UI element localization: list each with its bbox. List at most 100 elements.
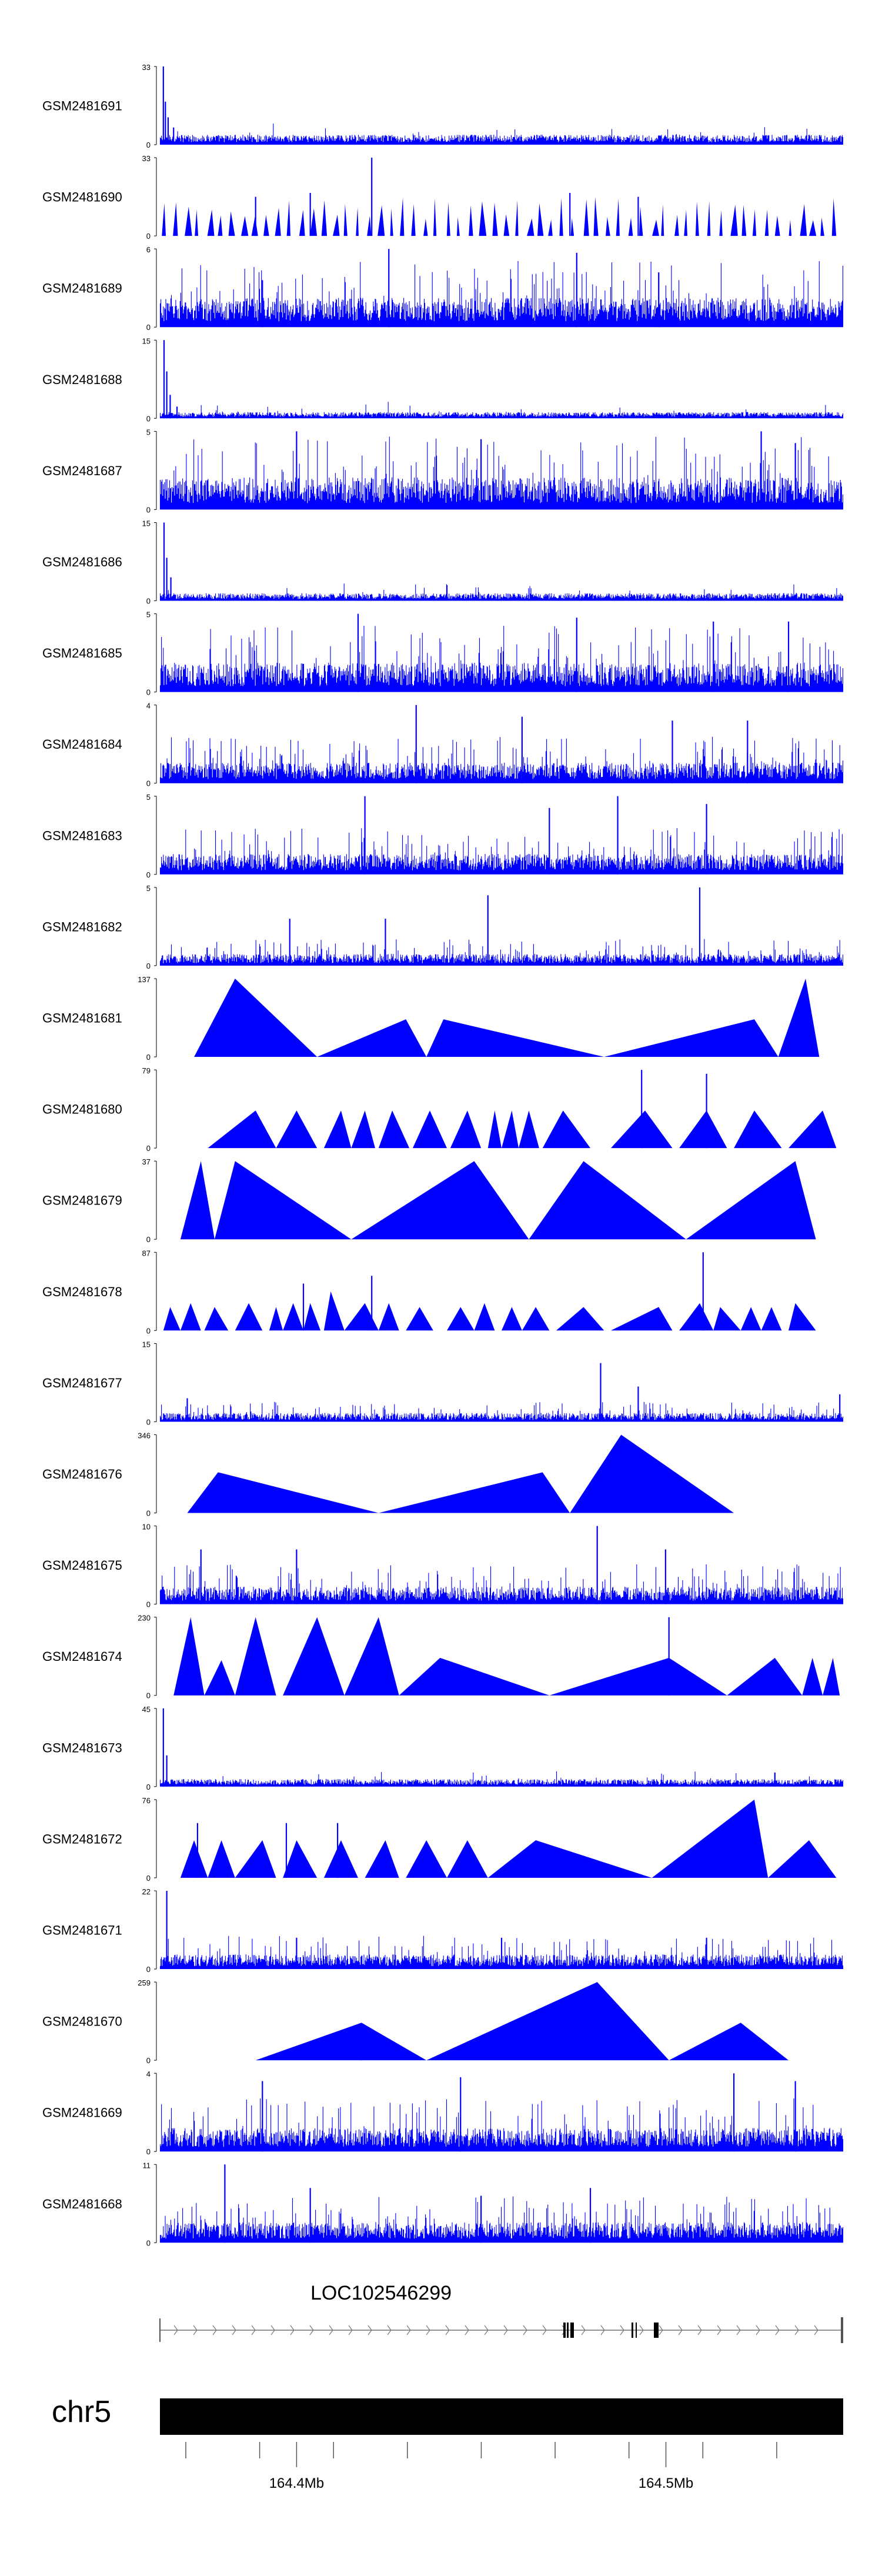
track: GSM2481677 15 0	[42, 1340, 844, 1426]
track-label: GSM2481672	[42, 1831, 122, 1846]
track-label: GSM2481685	[42, 646, 122, 660]
coverage-peak	[367, 215, 372, 236]
strand-arrow	[775, 2325, 780, 2335]
coverage-peak	[185, 206, 192, 236]
coverage-bars	[159, 2196, 844, 2243]
track: GSM2481685 5 0	[42, 610, 844, 697]
coverage-peak	[163, 1307, 181, 1331]
y-max-label: 230	[138, 1614, 151, 1623]
track-label: GSM2481670	[42, 2014, 122, 2029]
coverage-peak	[450, 1110, 482, 1149]
gene-track: LOC102546299	[159, 2282, 843, 2343]
coverage-peak	[789, 1110, 837, 1149]
coverage-peak	[542, 1110, 591, 1149]
coverage-peak	[218, 215, 223, 236]
track: GSM2481690 33 0	[42, 154, 837, 241]
y-max-label: 4	[146, 2070, 151, 2078]
strand-arrow	[620, 2325, 624, 2335]
track: GSM2481684 4 0	[42, 702, 844, 788]
track: GSM2481678 87 0	[42, 1249, 816, 1335]
y-min-label: 0	[146, 2056, 151, 2065]
coverage-bars	[159, 583, 844, 601]
coverage-bars	[159, 261, 844, 328]
y-min-label: 0	[146, 1691, 151, 1700]
coverage-peak	[204, 1307, 229, 1331]
coverage-peak	[492, 202, 498, 236]
coverage-peak	[502, 1110, 519, 1149]
track-label: GSM2481675	[42, 1558, 122, 1573]
y-max-label: 15	[142, 336, 151, 345]
track-label: GSM2481674	[42, 1649, 122, 1664]
coverage-peak	[823, 1657, 840, 1696]
strand-arrow	[639, 2325, 644, 2335]
y-min-label: 0	[146, 1965, 151, 1974]
coverage-peak	[365, 1840, 399, 1878]
y-max-label: 79	[142, 1066, 151, 1075]
strand-arrow	[794, 2325, 799, 2335]
coverage-tracks: GSM2481691330GSM2481690330GSM248168960GS…	[42, 63, 844, 2247]
coverage-peak	[713, 1307, 741, 1331]
coverage-peak	[527, 218, 534, 236]
track-label: GSM2481691	[42, 99, 122, 114]
coverage-peak	[323, 1840, 358, 1878]
track-label: GSM2481669	[42, 2105, 122, 2120]
strand-arrow	[678, 2325, 683, 2335]
track: GSM2481683 5 0	[42, 793, 844, 879]
track: GSM2481681 137 0	[42, 975, 820, 1062]
gene-end	[841, 2317, 843, 2343]
strand-arrow	[348, 2325, 353, 2335]
y-min-label: 0	[146, 1783, 151, 1791]
exon	[573, 2323, 574, 2338]
coverage-peak	[180, 1840, 208, 1878]
coverage-peak	[537, 203, 544, 236]
coverage-peak	[831, 198, 837, 236]
strand-arrow	[503, 2325, 508, 2335]
strand-arrow	[445, 2325, 450, 2335]
coverage-bars	[159, 736, 844, 783]
coverage-peak	[214, 1161, 352, 1240]
coverage-peak	[522, 1307, 550, 1331]
coverage-peak	[474, 1303, 495, 1331]
coverage-peak	[286, 200, 290, 236]
track-label: GSM2481684	[42, 737, 122, 752]
coverage-peak	[669, 2023, 789, 2061]
track: GSM2481691 33 0	[42, 63, 844, 149]
coverage-peak	[515, 200, 519, 236]
coverage-peak	[740, 1307, 761, 1331]
strand-arrow	[290, 2325, 295, 2335]
coverage-peak	[269, 1307, 283, 1331]
coverage-peak	[764, 209, 769, 236]
coverage-peak	[583, 199, 589, 236]
strand-arrow	[212, 2325, 217, 2335]
track: GSM2481682 5 0	[42, 884, 844, 970]
exon	[654, 2323, 659, 2338]
axis-tick-label: 164.4Mb	[269, 2475, 324, 2491]
y-max-label: 137	[138, 975, 151, 984]
coverage-peak	[679, 1303, 714, 1331]
coverage-peak	[761, 1307, 782, 1331]
y-min-label: 0	[146, 1235, 151, 1244]
coverage-peak	[235, 1303, 263, 1331]
coverage-peak	[639, 206, 643, 236]
track: GSM2481679 37 0	[42, 1157, 816, 1244]
axis-tick-label: 164.5Mb	[639, 2475, 693, 2491]
exon	[563, 2323, 566, 2338]
track: GSM2481672 76 0	[42, 1796, 837, 1883]
coverage-peak	[808, 220, 817, 236]
coverage-peak	[323, 1291, 345, 1331]
track-label: GSM2481689	[42, 281, 122, 296]
coverage-peak	[303, 1303, 321, 1331]
coverage-peak	[378, 1303, 399, 1331]
y-max-label: 37	[142, 1157, 151, 1166]
coverage-peak	[194, 979, 318, 1057]
track-label: GSM2481673	[42, 1740, 122, 1755]
coverage-peak	[310, 208, 318, 236]
coverage-peak	[275, 208, 281, 236]
coverage-peak	[446, 202, 450, 236]
coverage-peak	[502, 1307, 522, 1331]
track: GSM2481687 5 0	[42, 428, 844, 514]
gene-label: LOC102546299	[310, 2282, 452, 2304]
track: GSM2481688 15 0	[42, 336, 844, 423]
coverage-peak	[187, 1472, 379, 1513]
track-label: GSM2481676	[42, 1467, 122, 1481]
